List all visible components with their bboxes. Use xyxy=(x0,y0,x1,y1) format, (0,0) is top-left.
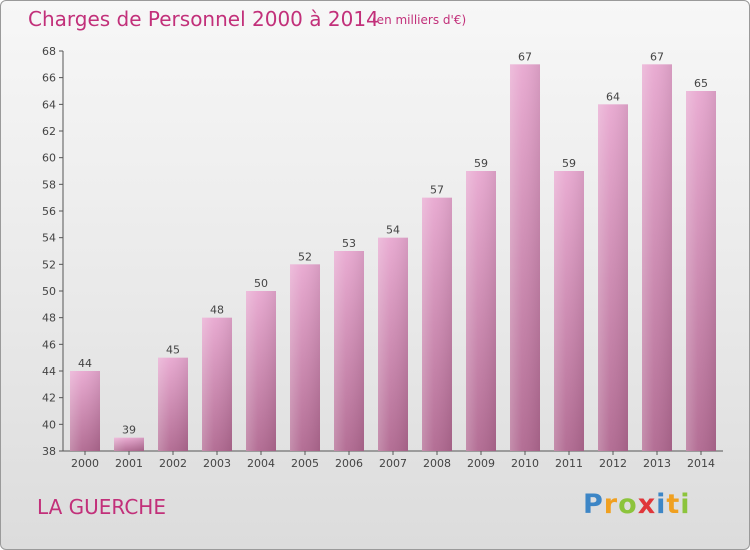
data-label: 50 xyxy=(254,277,268,290)
data-label: 59 xyxy=(474,157,488,170)
y-tick-label: 64 xyxy=(42,98,56,111)
data-label: 54 xyxy=(386,224,400,237)
y-tick-label: 40 xyxy=(42,418,56,431)
x-tick-label: 2011 xyxy=(555,457,583,470)
x-tick-label: 2012 xyxy=(599,457,627,470)
chart-subtitle: (en milliers d'€) xyxy=(372,13,467,27)
data-label: 39 xyxy=(122,424,136,437)
y-tick-label: 60 xyxy=(42,152,56,165)
y-tick-label: 66 xyxy=(42,72,56,85)
bar-shine xyxy=(598,104,628,451)
data-label: 44 xyxy=(78,357,92,370)
data-label: 67 xyxy=(650,50,664,63)
y-tick-label: 56 xyxy=(42,205,56,218)
x-tick-label: 2006 xyxy=(335,457,363,470)
data-label: 64 xyxy=(606,90,620,103)
y-tick-label: 54 xyxy=(42,232,56,245)
x-tick-label: 2005 xyxy=(291,457,319,470)
location-name: LA GUERCHE xyxy=(37,495,166,519)
bar-shine xyxy=(246,291,276,451)
bar-shine xyxy=(642,64,672,452)
data-label: 53 xyxy=(342,237,356,250)
y-tick-label: 52 xyxy=(42,258,56,271)
bar-shine xyxy=(290,264,320,451)
y-tick-label: 38 xyxy=(42,445,56,458)
bar-shine xyxy=(114,437,144,451)
data-label: 65 xyxy=(694,77,708,90)
y-tick-label: 68 xyxy=(42,45,56,58)
x-tick-label: 2001 xyxy=(115,457,143,470)
data-label: 67 xyxy=(518,50,532,63)
x-tick-label: 2003 xyxy=(203,457,231,470)
y-tick-label: 50 xyxy=(42,285,56,298)
bar-shine xyxy=(422,197,452,451)
bar-shine xyxy=(554,171,584,451)
bar-shine xyxy=(334,251,364,451)
y-tick-label: 58 xyxy=(42,178,56,191)
data-label: 57 xyxy=(430,184,444,197)
data-label: 59 xyxy=(562,157,576,170)
bar-shine xyxy=(466,171,496,451)
bar-shine xyxy=(158,357,188,451)
x-tick-label: 2009 xyxy=(467,457,495,470)
y-tick-label: 46 xyxy=(42,338,56,351)
x-tick-label: 2010 xyxy=(511,457,539,470)
bar-shine xyxy=(70,371,100,451)
x-tick-label: 2014 xyxy=(687,457,715,470)
proxiti-logo: Proxiti xyxy=(583,489,691,520)
bar-shine xyxy=(686,91,716,451)
x-tick-label: 2002 xyxy=(159,457,187,470)
bar-shine xyxy=(378,237,408,451)
x-tick-label: 2004 xyxy=(247,457,275,470)
y-tick-label: 62 xyxy=(42,125,56,138)
x-tick-label: 2007 xyxy=(379,457,407,470)
y-tick-label: 44 xyxy=(42,365,56,378)
y-tick-label: 42 xyxy=(42,392,56,405)
bar-shine xyxy=(202,317,232,451)
x-tick-label: 2000 xyxy=(71,457,99,470)
x-tick-label: 2013 xyxy=(643,457,671,470)
x-tick-label: 2008 xyxy=(423,457,451,470)
data-label: 45 xyxy=(166,344,180,357)
chart-title: Charges de Personnel 2000 à 2014 xyxy=(28,7,379,31)
y-tick-label: 48 xyxy=(42,312,56,325)
bar-shine xyxy=(510,64,540,452)
data-label: 52 xyxy=(298,250,312,263)
data-label: 48 xyxy=(210,304,224,317)
